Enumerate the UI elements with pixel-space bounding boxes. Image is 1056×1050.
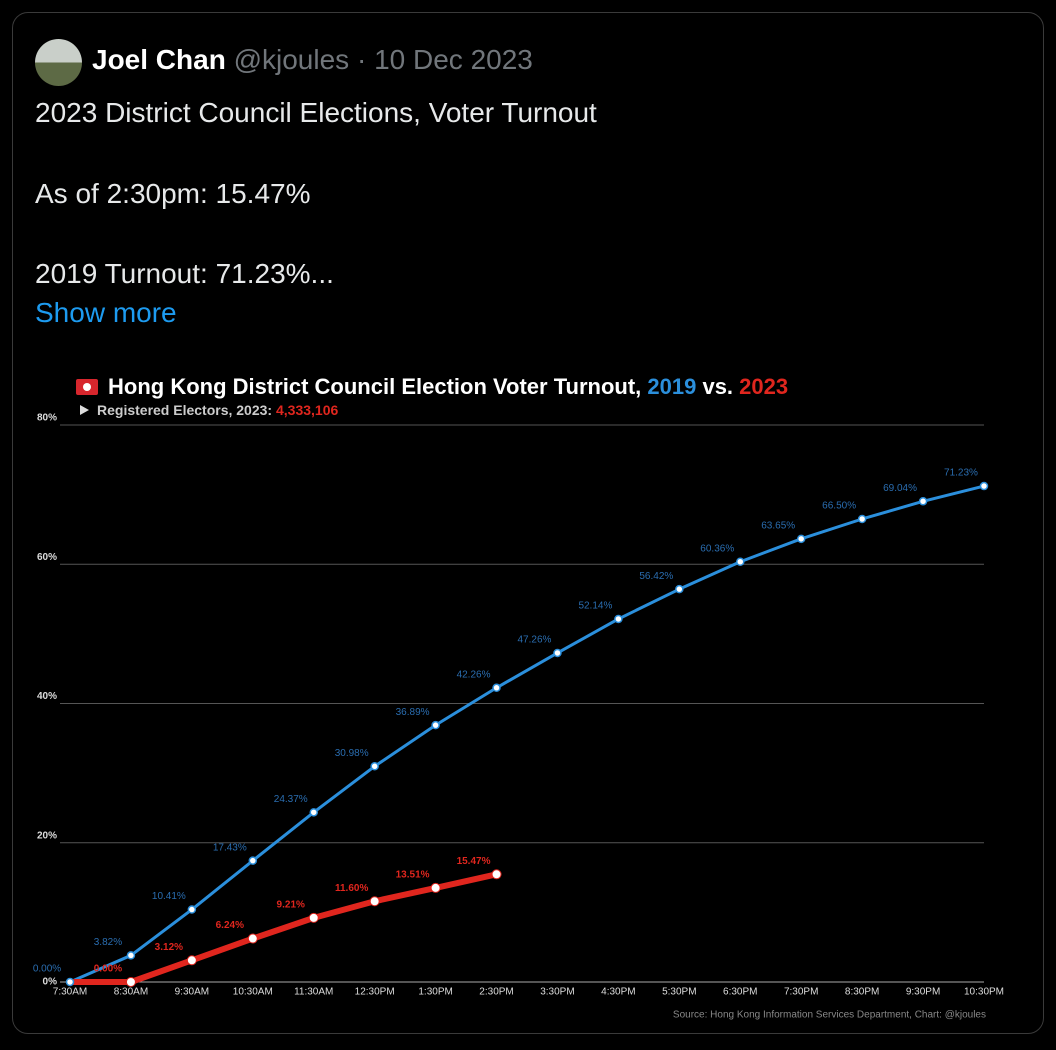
date[interactable]: 10 Dec 2023 [374,44,533,75]
x-tick-label: 4:30PM [601,987,635,998]
avatar[interactable] [35,39,82,86]
data-label: 66.50% [822,501,856,512]
x-tick-label: 1:30PM [418,987,452,998]
data-point [126,951,136,960]
data-label: 36.89% [396,707,430,718]
data-point [248,856,258,865]
data-point [918,497,928,506]
x-tick-label: 5:30PM [662,987,696,998]
data-point [736,557,745,566]
data-label: 11.60% [335,883,368,894]
tweet-text: As of 2:30pm: 15.47% [35,178,311,209]
show-more[interactable]: Show more [35,297,177,328]
data-point [186,955,197,966]
data-point [431,720,440,730]
separator: · [356,44,367,75]
x-tick-label: 8:30PM [845,987,879,998]
data-point [369,896,380,907]
chart-subtitle: Registered Electors, 2023: 4,333,106 [97,402,338,418]
tweet-header: Joel Chan @kjoules · 10 Dec 2023 [92,44,533,76]
data-point [430,882,441,893]
data-label: 24.37% [274,794,308,805]
data-label: 52.14% [578,601,612,612]
series-line [69,484,985,984]
x-tick-label: 7:30PM [784,987,818,998]
x-tick-label: 7:30AM [53,987,87,998]
series-line [70,871,498,985]
chart-title: Hong Kong District Council Election Vote… [108,374,788,399]
data-point [675,584,684,594]
x-tick-label: 2:30PM [479,987,513,998]
x-tick-label: 12:30PM [355,987,395,998]
y-tick-label: 40% [37,691,57,702]
x-tick-label: 10:30PM [964,987,1004,998]
tweet-text: 2019 Turnout: 71.23%... [35,258,334,289]
author[interactable]: Joel Chan [92,44,226,75]
data-point [309,808,318,817]
y-tick-label: 20% [37,830,57,841]
data-point [247,933,258,944]
data-label: 60.36% [700,543,734,554]
data-label: 3.82% [94,937,122,948]
x-tick-label: 3:30PM [540,987,574,998]
data-label: 9.21% [277,900,305,911]
tweet-card [12,12,1044,1034]
data-label: 15.47% [457,856,491,867]
data-point [308,912,319,923]
data-label: 47.26% [518,635,552,646]
data-point [979,481,989,491]
data-label: 30.98% [335,748,369,759]
y-tick-label: 80% [37,413,57,424]
data-label: 71.23% [944,468,978,479]
data-label: 69.04% [883,483,917,494]
x-tick-label: 9:30AM [175,987,209,998]
data-point [491,869,502,880]
data-label: 56.42% [639,571,673,582]
data-label: 6.24% [216,920,244,931]
data-point [614,614,623,624]
chart-source: Source: Hong Kong Information Services D… [673,1010,986,1021]
x-tick-label: 9:30PM [906,987,940,998]
data-point [125,977,136,987]
data-point [857,514,867,524]
tweet-text: 2023 District Council Elections, Voter T… [35,97,597,128]
data-label: 13.51% [396,870,430,881]
data-point [796,534,806,544]
data-label: 0.00% [33,964,61,975]
data-label: 63.65% [761,520,795,531]
data-point [492,683,501,693]
data-point [65,977,75,987]
y-tick-label: 60% [37,552,57,563]
x-tick-label: 11:30AM [294,987,333,998]
data-point [553,648,562,658]
handle[interactable]: @kjoules [233,44,350,75]
data-label: 17.43% [213,842,247,853]
flag-icon [83,383,91,391]
data-point [187,905,197,914]
data-label: 0.00% [94,964,122,975]
x-tick-label: 6:30PM [723,987,757,998]
data-label: 10.41% [152,891,186,902]
data-point [370,762,379,771]
data-label: 3.12% [155,942,183,953]
x-tick-label: 8:30AM [114,987,148,998]
x-tick-label: 10:30AM [233,987,273,998]
y-tick-label: 0% [43,977,58,988]
data-label: 42.26% [457,669,491,680]
subtitle-icon [80,405,89,415]
